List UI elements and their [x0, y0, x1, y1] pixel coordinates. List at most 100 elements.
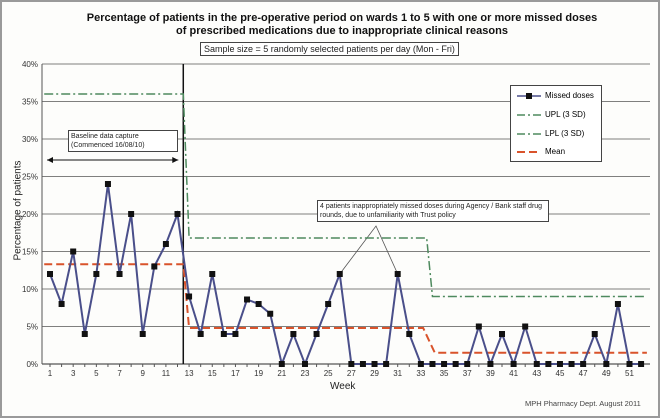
data-point [499, 331, 506, 337]
x-tick-label: 1 [48, 369, 53, 378]
legend-lpl: LPL (3 SD) [545, 129, 585, 138]
x-tick-label: 25 [324, 369, 333, 378]
x-tick-label: 15 [208, 369, 217, 378]
x-tick-label: 19 [254, 369, 263, 378]
data-point [348, 361, 355, 367]
data-point [638, 361, 645, 367]
data-point [290, 331, 297, 337]
data-point [186, 293, 193, 300]
data-point [313, 331, 320, 337]
data-point [151, 263, 158, 270]
data-point [209, 271, 216, 277]
legend-missed-doses: Missed doses [545, 91, 594, 100]
y-tick-label: 30% [22, 135, 38, 144]
data-point [70, 248, 77, 255]
x-tick-label: 31 [393, 369, 402, 378]
x-tick-label: 27 [347, 369, 356, 378]
data-point [93, 271, 100, 277]
legend-upl: UPL (3 SD) [545, 110, 586, 119]
data-point [336, 271, 343, 277]
data-point [533, 361, 540, 367]
annotation-pointer [339, 225, 399, 275]
data-point [580, 361, 587, 367]
footer-credit: MPH Pharmacy Dept. August 2011 [525, 399, 641, 408]
x-tick-label: 41 [509, 369, 518, 378]
data-point [301, 361, 308, 367]
x-tick-label: 39 [486, 369, 495, 378]
x-tick-label: 43 [532, 369, 541, 378]
y-tick-label: 10% [22, 285, 38, 294]
upl-line [44, 93, 647, 298]
data-point [441, 361, 448, 367]
x-tick-label: 23 [301, 369, 310, 378]
x-tick-label: 11 [162, 369, 171, 378]
data-point [255, 301, 262, 307]
x-tick-label: 29 [370, 369, 379, 378]
data-point [568, 361, 575, 367]
y-tick-label: 40% [22, 60, 38, 69]
data-point [162, 241, 169, 247]
data-point [475, 323, 482, 330]
legend-keys [517, 93, 541, 153]
chart-subtitle: Sample size = 5 randomly selected patien… [200, 42, 459, 56]
legend: Missed doses UPL (3 SD) LPL (3 SD) Mean [510, 85, 602, 162]
data-point [197, 331, 204, 337]
y-tick-label: 15% [22, 248, 38, 257]
data-point [464, 361, 471, 367]
y-tick-label: 0% [26, 360, 38, 369]
x-tick-label: 7 [117, 369, 122, 378]
x-tick-label: 35 [440, 369, 449, 378]
data-point [406, 331, 413, 337]
data-point [244, 296, 251, 303]
data-point [591, 331, 598, 337]
data-point [429, 361, 436, 367]
y-tick-label: 5% [26, 323, 38, 332]
data-point [626, 361, 633, 367]
x-tick-label: 45 [556, 369, 565, 378]
x-tick-label: 17 [231, 369, 240, 378]
chart-title: Percentage of patients in the pre-operat… [86, 12, 598, 37]
x-tick-label: 47 [579, 369, 588, 378]
data-point [394, 271, 401, 277]
data-point [371, 361, 378, 367]
y-tick-label: 20% [22, 210, 38, 219]
data-point [174, 211, 181, 217]
data-point [128, 211, 135, 217]
x-tick-label: 13 [185, 369, 194, 378]
y-tick-label: 25% [22, 173, 38, 182]
x-tick-label: 37 [463, 369, 472, 378]
data-point [139, 331, 146, 337]
x-tick-label: 21 [277, 369, 286, 378]
x-tick-label: 9 [140, 369, 145, 378]
data-point [47, 271, 53, 277]
agency-annotation: 4 patients inappropriately missed doses … [317, 200, 549, 222]
data-point [325, 301, 332, 307]
data-point [452, 361, 459, 367]
x-tick-label: 51 [625, 369, 634, 378]
x-tick-label: 33 [416, 369, 425, 378]
mean-line [44, 263, 647, 354]
x-tick-label: 3 [71, 369, 76, 378]
y-tick-label: 35% [22, 98, 38, 107]
data-point [603, 361, 610, 367]
data-point [545, 361, 552, 367]
data-point [232, 331, 239, 337]
x-axis-label: Week [330, 381, 356, 392]
data-point [81, 331, 88, 337]
data-point [522, 323, 529, 330]
data-point [359, 361, 366, 367]
data-point [510, 361, 517, 367]
data-point [58, 301, 65, 307]
data-point [116, 271, 123, 277]
data-point [278, 361, 285, 367]
data-point [614, 301, 621, 307]
data-point [556, 361, 563, 367]
data-point [383, 361, 390, 367]
missed-doses-line [49, 183, 642, 368]
data-point [267, 310, 274, 317]
baseline-annotation: Baseline data capture (Commenced 16/08/1… [68, 130, 178, 152]
data-point [487, 361, 494, 367]
data-point [417, 361, 424, 367]
legend-mean: Mean [545, 147, 566, 156]
